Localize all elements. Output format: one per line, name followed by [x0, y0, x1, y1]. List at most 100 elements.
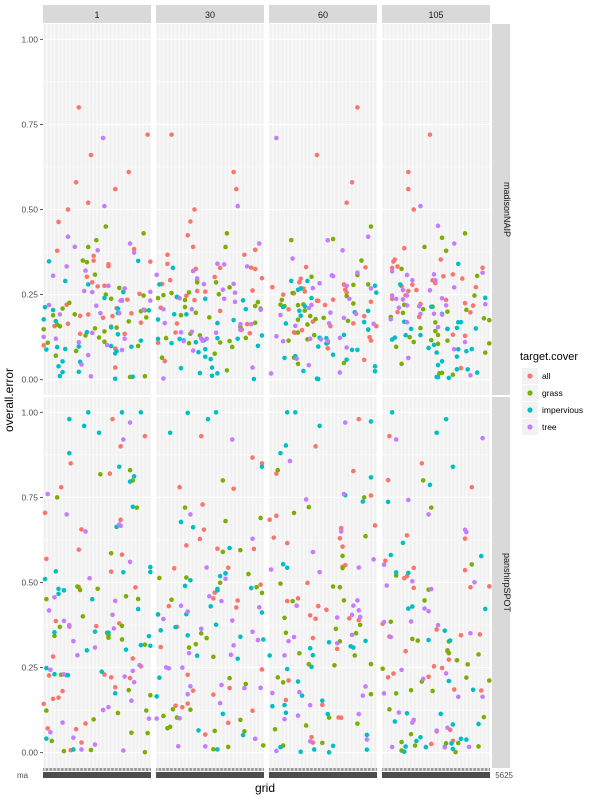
data-point-tree: [309, 302, 314, 308]
data-point-grass: [217, 580, 223, 586]
data-point-impervious: [431, 342, 437, 348]
data-point-tree: [72, 244, 78, 250]
data-point-tree: [185, 609, 191, 614]
data-point-tree: [161, 616, 166, 622]
data-point-impervious: [60, 359, 65, 364]
data-point-tree: [127, 420, 133, 425]
data-point-all: [100, 315, 106, 321]
x-tick-labels-overlap: [269, 772, 377, 778]
data-point-grass: [254, 584, 259, 590]
data-point-grass: [116, 285, 122, 291]
data-point-tree: [98, 310, 103, 316]
data-point-grass: [204, 635, 209, 641]
data-point-all: [291, 330, 297, 335]
data-point-grass: [368, 691, 374, 697]
data-point-grass: [422, 598, 427, 603]
data-point-tree: [64, 264, 69, 269]
data-point-all: [83, 721, 88, 726]
data-point-impervious: [114, 348, 119, 354]
data-point-impervious: [418, 734, 423, 740]
data-point-all: [259, 667, 265, 672]
data-point-all: [342, 562, 348, 568]
data-point-all: [295, 596, 301, 601]
data-point-tree: [344, 345, 349, 350]
data-point-tree: [154, 716, 159, 721]
data-point-all: [487, 584, 492, 589]
data-point-impervious: [67, 416, 72, 422]
data-point-all: [411, 207, 417, 212]
data-point-impervious: [450, 746, 456, 752]
data-point-grass: [92, 272, 98, 277]
data-point-tree: [338, 529, 344, 534]
data-point-impervious: [235, 656, 240, 662]
data-point-tree: [482, 301, 488, 307]
data-point-grass: [368, 661, 374, 667]
data-point-tree: [442, 745, 448, 750]
data-point-all: [145, 132, 150, 137]
data-point-impervious: [435, 362, 441, 368]
data-point-all: [248, 265, 254, 270]
y-tick-label: 1.00: [21, 34, 38, 44]
data-point-grass: [295, 302, 301, 308]
legend-label-tree: tree: [542, 422, 557, 432]
data-point-tree: [349, 632, 355, 638]
data-point-impervious: [108, 325, 114, 330]
data-point-impervious: [217, 573, 223, 579]
data-point-impervious: [427, 482, 433, 488]
data-point-impervious: [363, 638, 368, 644]
data-point-tree: [228, 652, 234, 658]
data-point-tree: [389, 269, 395, 274]
data-point-tree: [95, 248, 100, 253]
data-point-all: [297, 280, 302, 285]
data-point-all: [351, 321, 356, 326]
data-point-grass: [306, 504, 312, 510]
data-point-all: [259, 275, 265, 281]
data-point-all: [126, 169, 132, 175]
data-point-grass: [169, 597, 174, 602]
data-point-impervious: [209, 365, 215, 370]
data-point-impervious: [220, 711, 226, 717]
data-point-impervious: [270, 703, 275, 709]
data-point-grass: [472, 293, 477, 298]
data-point-tree: [186, 650, 192, 656]
data-point-all: [234, 605, 239, 610]
data-point-impervious: [185, 633, 191, 638]
data-point-tree: [356, 608, 362, 613]
data-point-grass: [143, 708, 149, 713]
data-point-grass: [114, 325, 119, 330]
data-point-impervious: [56, 591, 61, 597]
data-point-impervious: [428, 304, 434, 310]
data-point-all: [194, 288, 200, 294]
data-point-all: [174, 321, 180, 326]
data-point-all: [356, 416, 362, 422]
data-point-impervious: [283, 321, 289, 326]
data-point-tree: [342, 420, 348, 425]
data-point-all: [368, 299, 374, 305]
data-point-tree: [286, 638, 291, 644]
data-point-tree: [238, 321, 243, 327]
data-point-grass: [435, 332, 441, 338]
data-point-grass: [455, 740, 461, 746]
data-point-tree: [431, 311, 437, 317]
data-point-tree: [232, 290, 238, 296]
data-point-grass: [351, 282, 356, 288]
data-point-all: [271, 535, 277, 540]
data-point-grass: [352, 653, 358, 658]
data-point-tree: [256, 241, 262, 246]
data-point-impervious: [261, 637, 266, 642]
axes-layer: 0.00 0.25 0.50 0.75 1.00 0.00 0.25 0.50 0.75 1.00…: [17, 34, 514, 780]
data-point-impervious: [251, 376, 257, 382]
facet-strip-column: [382, 5, 490, 23]
data-point-tree: [404, 293, 410, 298]
data-point-tree: [433, 278, 438, 283]
data-point-tree: [310, 285, 316, 291]
data-point-tree: [221, 262, 227, 267]
data-point-impervious: [464, 737, 469, 742]
data-point-all: [309, 734, 314, 740]
data-point-grass: [142, 749, 148, 755]
data-point-grass: [443, 248, 449, 254]
data-point-all: [431, 664, 437, 669]
data-point-tree: [81, 288, 87, 294]
data-point-impervious: [235, 336, 240, 342]
